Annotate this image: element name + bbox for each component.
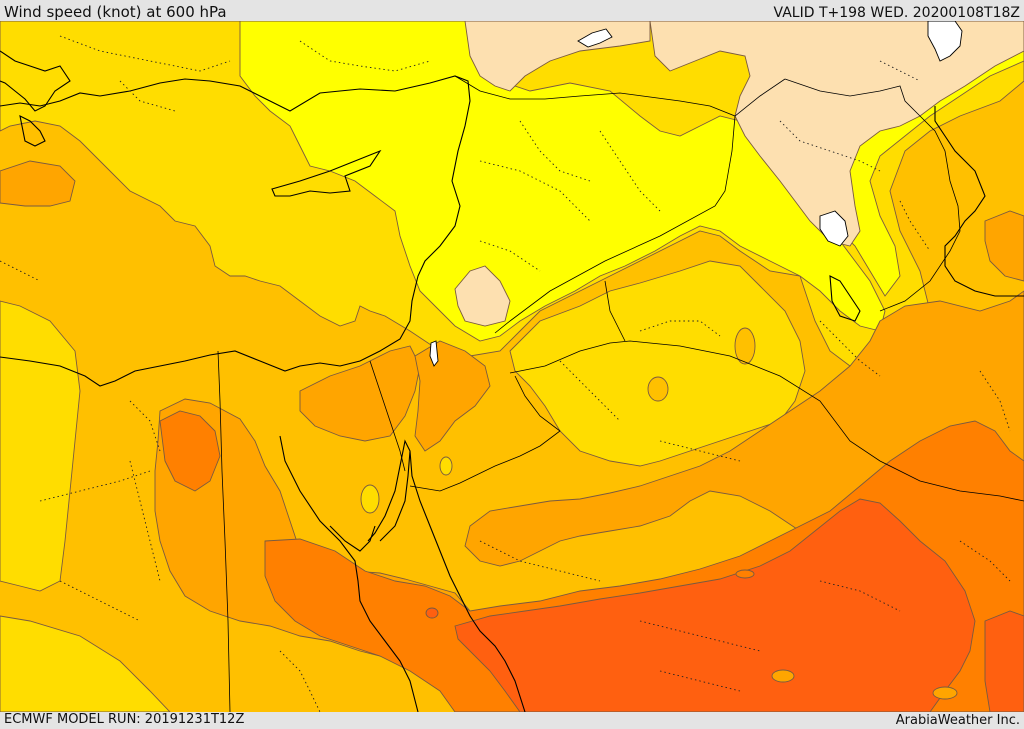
model-run-label: ECMWF MODEL RUN: 20191231T12Z [4,712,245,727]
coastline-redsea-east [367,439,526,712]
band-high-gulf [984,210,1024,282]
coastline-cyprus [271,149,382,197]
persian-gulf-tip [819,210,849,247]
valid-time-label: VALID T+198 WED. 20200108T18Z [773,5,1020,21]
coastline-gulf-of-suez [329,525,376,552]
caspian-sea [927,21,963,62]
contour-cell [425,607,439,619]
contour-cell [771,669,795,683]
border-egypt-israel [369,360,406,472]
band-highest-east [984,610,1024,712]
province-lines [0,35,1011,712]
border-turkey-syria [454,75,786,117]
coastline-mediterranean [0,75,471,387]
border-egypt-libya [217,350,231,712]
coastline-redsea-west [279,435,419,712]
contour-cell [439,456,453,476]
border-saudi-north [509,340,1024,502]
coastline-kuwait [829,275,861,322]
band-moderate-southwest [0,615,171,712]
contour-cell [932,686,958,700]
contour-cell [735,569,755,579]
coastline-aegean [0,50,71,147]
coastline-persian-gulf [934,106,1024,297]
band-high-sinai [299,345,421,442]
contour-cell [360,484,380,514]
band-high-jordan [414,340,491,452]
band-higher-libya [159,410,221,492]
band-low-levant [239,21,886,342]
contour-cell [734,327,756,365]
band-high-west [0,160,76,207]
band-moderate-west [0,300,81,592]
contour-cell [647,376,669,402]
map-title: Wind speed (knot) at 600 hPa [4,3,227,21]
border-iraq-iran [784,78,961,312]
wind-speed-map [0,21,1024,712]
border-jordan-saudi [409,280,626,492]
footer-bar: ECMWF MODEL RUN: 20191231T12Z ArabiaWeat… [0,712,1024,729]
header-bar: Wind speed (knot) at 600 hPa VALID T+198… [0,0,1024,21]
band-lowest-jordan [454,265,511,327]
band-highest-south [454,498,976,712]
dead-sea [429,340,439,367]
credit-label: ArabiaWeather Inc. [895,713,1020,728]
lake-urmia [577,28,613,48]
band-moderate-central [509,260,806,467]
border-syria-iraq [494,115,736,334]
